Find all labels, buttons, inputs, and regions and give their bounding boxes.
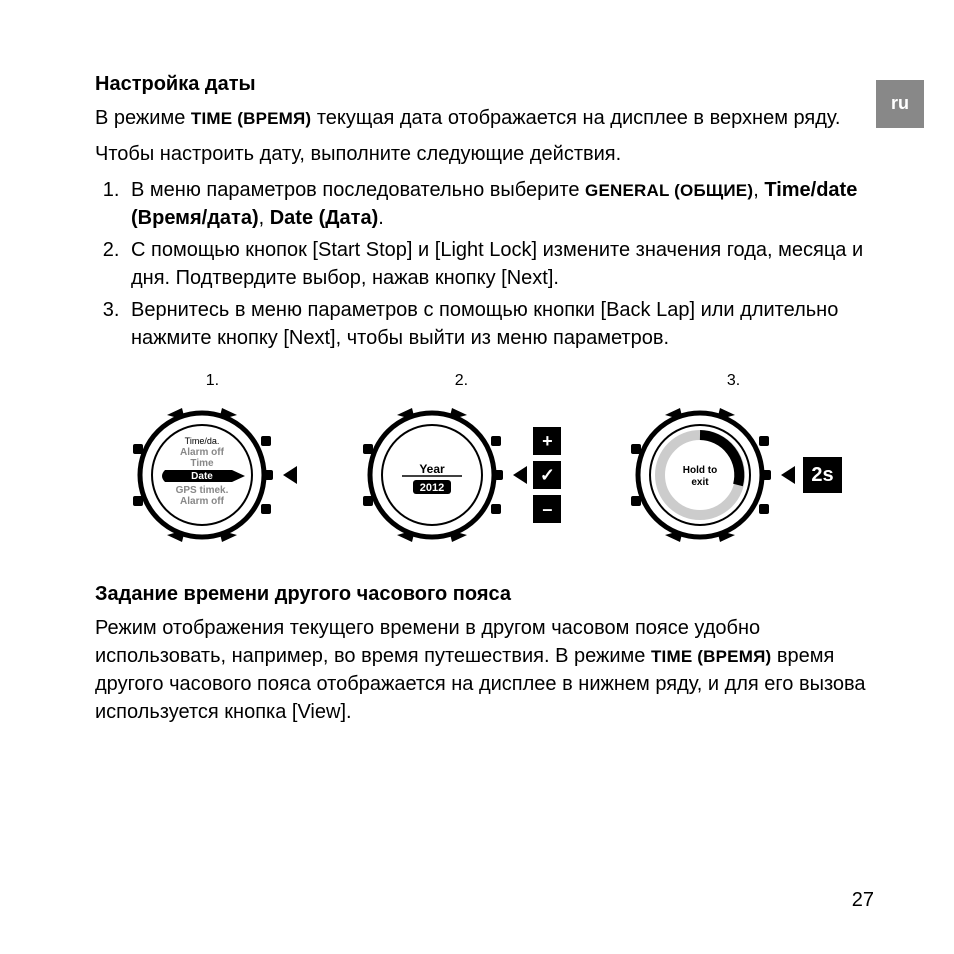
steps-list: В меню параметров последовательно выбери… bbox=[95, 176, 874, 352]
section2-title: Задание времени другого часового пояса bbox=[95, 580, 874, 608]
watch-icon-3: Hold to exit bbox=[625, 400, 775, 550]
hold-2s-badge: 2s bbox=[803, 457, 841, 493]
text: , bbox=[259, 207, 270, 229]
diagram-step-3: 3. Hold to exit 2s bbox=[625, 370, 841, 550]
minus-button-icon: – bbox=[533, 495, 561, 523]
button-column: + ✓ – bbox=[533, 427, 561, 523]
svg-text:Hold to: Hold to bbox=[683, 465, 717, 476]
menu-name: GENERAL (ОБЩИЕ) bbox=[585, 181, 753, 200]
svg-text:Alarm off: Alarm off bbox=[180, 496, 225, 507]
step-1: В меню параметров последовательно выбери… bbox=[125, 176, 874, 232]
language-tab: ru bbox=[876, 80, 924, 128]
step-label: 2. bbox=[455, 370, 468, 392]
svg-text:GPS timek.: GPS timek. bbox=[176, 485, 229, 496]
svg-text:Alarm off: Alarm off bbox=[180, 447, 225, 458]
svg-text:2012: 2012 bbox=[420, 482, 444, 494]
watch-icon-2: Year 2012 bbox=[357, 400, 507, 550]
mode-name: TIME (ВРЕМЯ) bbox=[651, 647, 771, 666]
text: . bbox=[378, 207, 384, 229]
text: В меню параметров последовательно выбери… bbox=[131, 179, 585, 201]
svg-text:Time: Time bbox=[191, 458, 215, 469]
step-label: 3. bbox=[727, 370, 740, 392]
arrow-left-icon bbox=[513, 466, 527, 484]
svg-text:Year: Year bbox=[420, 462, 446, 476]
section2-p1: Режим отображения текущего времени в дру… bbox=[95, 614, 874, 726]
watch-icon-1: Time/da. Alarm off Time Date GPS timek. … bbox=[127, 400, 277, 550]
mode-name: TIME (ВРЕМЯ) bbox=[191, 109, 311, 128]
text: текущая дата отображается на дисплее в в… bbox=[311, 107, 840, 129]
page-number: 27 bbox=[852, 886, 874, 914]
arrow-left-icon bbox=[781, 466, 795, 484]
step-2: С помощью кнопок [Start Stop] и [Light L… bbox=[125, 236, 874, 292]
svg-text:exit: exit bbox=[692, 477, 710, 488]
text: В режиме bbox=[95, 107, 191, 129]
section1-p1: В режиме TIME (ВРЕМЯ) текущая дата отобр… bbox=[95, 104, 874, 132]
arrow-left-icon bbox=[283, 466, 297, 484]
diagram-step-1: 1. Time/da. Alarm off Time Date GPS time bbox=[127, 370, 297, 550]
plus-button-icon: + bbox=[533, 427, 561, 455]
svg-text:Time/da.: Time/da. bbox=[185, 436, 220, 446]
watch-diagram: 1. Time/da. Alarm off Time Date GPS time bbox=[95, 370, 874, 550]
check-button-icon: ✓ bbox=[533, 461, 561, 489]
menu-name: Date (Дата) bbox=[270, 207, 379, 229]
section1-p2: Чтобы настроить дату, выполните следующи… bbox=[95, 140, 874, 168]
section1-title: Настройка даты bbox=[95, 70, 874, 98]
diagram-step-2: 2. Year 2012 + ✓ – bbox=[357, 370, 565, 550]
step-3: Вернитесь в меню параметров с помощью кн… bbox=[125, 296, 874, 352]
svg-text:Date: Date bbox=[192, 471, 214, 482]
text: , bbox=[753, 179, 764, 201]
step-label: 1. bbox=[206, 370, 219, 392]
